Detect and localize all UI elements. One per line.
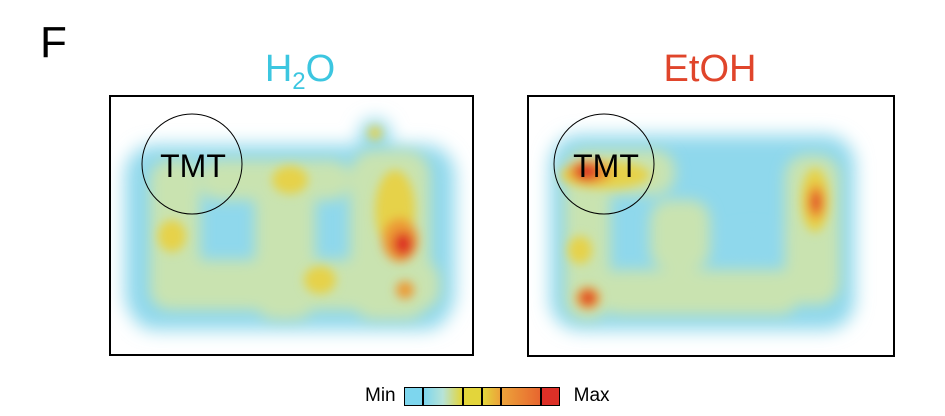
etoh-title-main: EtOH [663,48,757,90]
legend-swatch-6 [540,386,560,406]
etoh-tmt-label: TMT [573,148,639,184]
h2o-title-subscript: 2 [292,68,306,95]
legend-max-label: Max [573,385,610,406]
color-legend: Min Max [365,384,610,408]
legend-swatch-1 [403,386,423,406]
h2o-title: H2O [240,48,360,96]
legend-min-label: Min [365,385,396,406]
etoh-heatmap: TMT [527,95,895,357]
h2o-title-tail: O [305,48,336,90]
h2o-heatmap: TMT [109,95,474,356]
etoh-hot-field [560,160,829,309]
h2o-arena-border [109,95,474,356]
panel-letter: F [40,18,67,67]
legend-swatch-5 [500,386,541,406]
etoh-arena-border [527,95,895,357]
h2o-tmt-zone [141,113,243,215]
h2o-hot-field [158,126,418,299]
legend-swatch-3 [462,386,482,406]
etoh-title: EtOH [640,48,780,91]
h2o-title-main: H [264,48,293,90]
legend-swatch-4 [481,386,501,406]
h2o-tmt-label: TMT [160,148,226,184]
etoh-tmt-zone [553,113,655,215]
legend-swatch-2 [422,386,463,406]
